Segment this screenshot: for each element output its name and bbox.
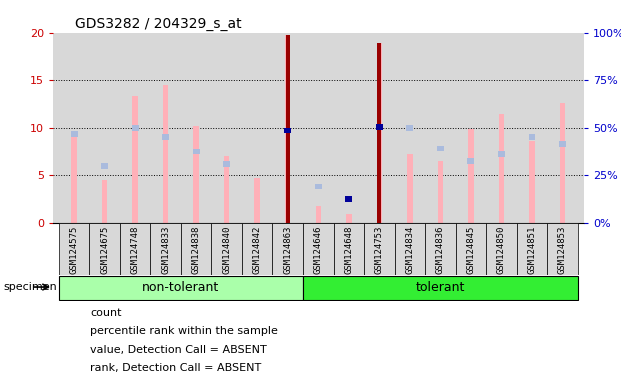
Text: GSM124834: GSM124834	[406, 225, 414, 274]
Bar	[284, 127, 291, 133]
Bar	[376, 124, 383, 129]
Text: value, Detection Call = ABSENT: value, Detection Call = ABSENT	[90, 345, 267, 355]
Bar	[194, 126, 199, 223]
Bar	[242, 223, 273, 275]
Bar	[499, 114, 504, 223]
Text: GSM124648: GSM124648	[344, 225, 353, 274]
Bar	[59, 223, 89, 275]
Bar	[132, 96, 138, 223]
Bar	[315, 184, 322, 189]
Bar	[547, 223, 578, 275]
Text: non-tolerant: non-tolerant	[142, 281, 220, 294]
Text: GSM124840: GSM124840	[222, 225, 231, 274]
Text: GSM124842: GSM124842	[253, 225, 261, 274]
Text: count: count	[90, 308, 122, 318]
Bar	[59, 276, 303, 300]
Bar	[559, 141, 566, 147]
Bar	[101, 163, 108, 169]
Bar	[517, 223, 547, 275]
Bar	[193, 149, 199, 154]
Bar	[346, 214, 351, 223]
Bar	[315, 205, 321, 223]
Bar	[286, 35, 289, 223]
Bar	[468, 129, 474, 223]
Text: GSM124836: GSM124836	[436, 225, 445, 274]
Bar	[71, 131, 78, 137]
Bar	[163, 85, 168, 223]
Bar	[224, 156, 230, 223]
Bar	[394, 223, 425, 275]
Text: GSM124646: GSM124646	[314, 225, 323, 274]
Bar	[468, 158, 474, 164]
Bar	[364, 223, 394, 275]
Bar	[162, 134, 169, 140]
Text: GSM124838: GSM124838	[192, 225, 201, 274]
Bar	[456, 223, 486, 275]
Bar	[438, 161, 443, 223]
Bar	[407, 154, 412, 223]
Bar	[212, 223, 242, 275]
Bar	[303, 223, 333, 275]
Text: GSM124575: GSM124575	[70, 225, 79, 274]
Text: tolerant: tolerant	[415, 281, 465, 294]
Bar	[255, 178, 260, 223]
Text: GSM124851: GSM124851	[527, 225, 537, 274]
Bar	[150, 223, 181, 275]
Bar	[486, 223, 517, 275]
Bar	[120, 223, 150, 275]
Bar	[529, 141, 535, 223]
Bar	[285, 35, 291, 223]
Text: GSM124850: GSM124850	[497, 225, 506, 274]
Text: GSM124845: GSM124845	[466, 225, 475, 274]
Bar	[528, 134, 535, 140]
Bar	[102, 180, 107, 223]
Text: GSM124753: GSM124753	[375, 225, 384, 274]
Bar	[89, 223, 120, 275]
Bar	[560, 103, 565, 223]
Bar	[224, 161, 230, 167]
Bar	[284, 127, 291, 133]
Bar	[498, 151, 505, 157]
Text: rank, Detection Call = ABSENT: rank, Detection Call = ABSENT	[90, 363, 261, 373]
Bar	[333, 223, 364, 275]
Text: GSM124748: GSM124748	[130, 225, 140, 274]
Bar	[132, 125, 138, 131]
Bar	[273, 223, 303, 275]
Bar	[378, 43, 381, 223]
Bar	[425, 223, 456, 275]
Bar	[181, 223, 212, 275]
Text: percentile rank within the sample: percentile rank within the sample	[90, 326, 278, 336]
Text: GDS3282 / 204329_s_at: GDS3282 / 204329_s_at	[75, 17, 241, 31]
Text: specimen: specimen	[3, 282, 57, 292]
Text: GSM124863: GSM124863	[283, 225, 292, 274]
Bar	[71, 132, 77, 223]
Bar	[345, 196, 352, 202]
Bar	[407, 125, 413, 131]
Bar	[303, 276, 578, 300]
Text: GSM124853: GSM124853	[558, 225, 567, 274]
Text: GSM124833: GSM124833	[161, 225, 170, 274]
Bar	[437, 146, 443, 151]
Text: GSM124675: GSM124675	[100, 225, 109, 274]
Bar	[376, 43, 382, 223]
